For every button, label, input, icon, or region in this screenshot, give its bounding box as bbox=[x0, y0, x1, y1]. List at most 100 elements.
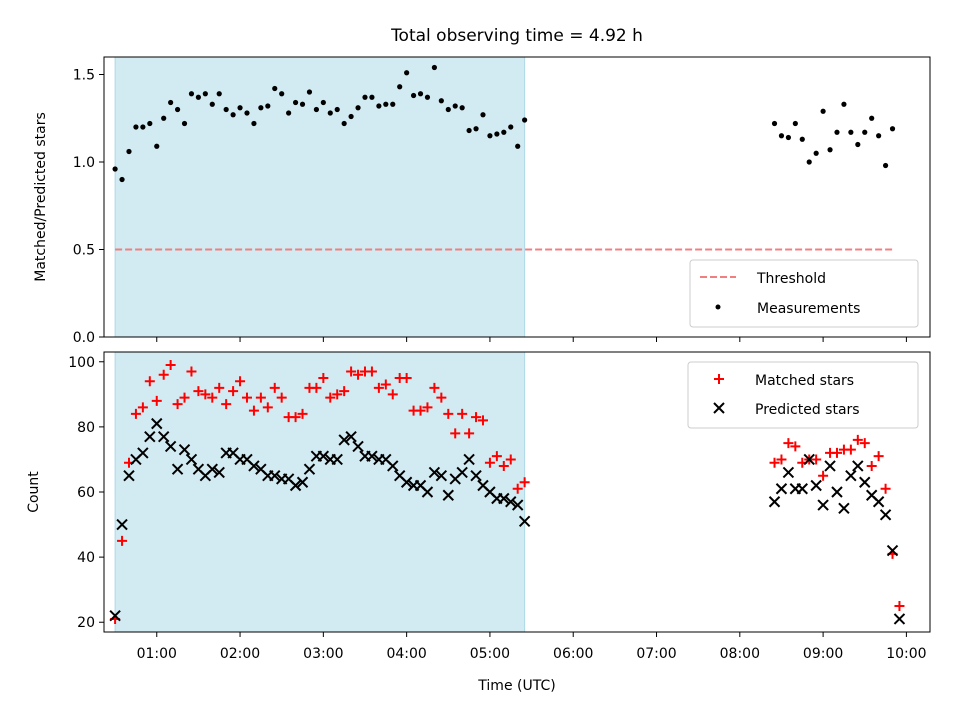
matched-star-point bbox=[776, 454, 787, 465]
measurement-point bbox=[147, 120, 153, 127]
bottom-legend-box bbox=[687, 361, 919, 429]
measurement-point bbox=[126, 148, 132, 155]
bottom-y-tick-label: 80 bbox=[77, 420, 95, 436]
matched-star-point bbox=[894, 600, 905, 611]
measurement-point bbox=[848, 129, 854, 135]
predicted-star-point bbox=[893, 613, 906, 625]
matched-star-point bbox=[165, 360, 176, 371]
predicted-star-point bbox=[872, 496, 885, 508]
predicted-star-point bbox=[352, 440, 364, 453]
measurement-point bbox=[820, 108, 826, 114]
x-tick-label: 10:00 bbox=[886, 646, 926, 662]
measurement-point bbox=[390, 101, 396, 107]
measurement-point bbox=[799, 136, 805, 142]
matched-star-point bbox=[873, 451, 884, 462]
predicted-star-point bbox=[269, 470, 281, 482]
matched-star-point bbox=[769, 457, 780, 468]
x-tick-label: 04:00 bbox=[386, 646, 426, 662]
x-tick-label: 02:00 bbox=[220, 646, 260, 662]
predicted-star-point bbox=[206, 463, 218, 475]
measurement-point bbox=[834, 129, 840, 135]
measurement-point bbox=[140, 124, 146, 130]
measurement-point bbox=[487, 133, 493, 139]
measurement-point bbox=[869, 115, 875, 121]
predicted-star-point bbox=[768, 496, 781, 508]
matched-star-point bbox=[228, 386, 239, 397]
matched-star-point bbox=[387, 389, 398, 400]
predicted-star-point bbox=[775, 483, 788, 495]
matched-star-point bbox=[248, 405, 259, 416]
matched-star-point bbox=[269, 382, 280, 393]
matched-star-point bbox=[429, 382, 440, 393]
measurement-point bbox=[855, 141, 861, 148]
matched-star-point bbox=[207, 392, 218, 403]
measurement-point bbox=[473, 126, 479, 132]
matched-star-point bbox=[151, 395, 162, 406]
top-shaded-span bbox=[114, 56, 526, 338]
predicted-star-point bbox=[435, 470, 448, 482]
predicted-star-point bbox=[213, 466, 225, 479]
predicted-star-point bbox=[421, 486, 434, 498]
matched-star-point bbox=[477, 415, 488, 426]
predicted-star-point bbox=[796, 483, 808, 495]
matched-star-point bbox=[311, 382, 322, 393]
matched-star-point bbox=[880, 483, 891, 494]
matched-star-point bbox=[401, 373, 412, 384]
predicted-star-point bbox=[817, 499, 829, 511]
matched-star-point bbox=[859, 438, 870, 449]
matched-star-point bbox=[818, 470, 829, 481]
measurement-point bbox=[459, 105, 465, 111]
measurement-point bbox=[292, 99, 299, 106]
matched-star-point bbox=[790, 441, 801, 452]
predicted-star-point bbox=[116, 518, 128, 531]
measurement-point bbox=[376, 103, 382, 109]
predicted-star-point bbox=[289, 479, 302, 492]
predicted-star-point bbox=[400, 476, 413, 488]
matched-star-point bbox=[484, 457, 495, 468]
measurement-point bbox=[341, 120, 347, 127]
measurement-point bbox=[286, 110, 292, 116]
measurement-point bbox=[431, 64, 437, 71]
matched-star-point bbox=[200, 389, 211, 400]
bottom-panel: 20 40 60 80 100 01:00 02:00 03:00 04:00 05:00 06:0… bbox=[26, 351, 931, 694]
matched-star-point bbox=[464, 428, 475, 439]
matched-star-point bbox=[255, 392, 266, 403]
measurement-point bbox=[348, 113, 354, 120]
measurement-point bbox=[174, 106, 181, 113]
measurement-point bbox=[383, 101, 389, 107]
predicted-star-point bbox=[428, 466, 441, 479]
x-tick-label: 03:00 bbox=[303, 646, 343, 662]
matched-star-point bbox=[783, 438, 794, 449]
measurement-point bbox=[223, 106, 229, 113]
measurement-point bbox=[188, 91, 195, 97]
matched-star-point bbox=[471, 412, 482, 423]
matched-star-point bbox=[457, 408, 468, 419]
measurement-point bbox=[306, 89, 313, 95]
chart-title: Total observing time = 4.92 h bbox=[390, 26, 643, 46]
measurement-point bbox=[882, 162, 889, 169]
matched-star-point bbox=[262, 402, 273, 413]
predicted-star-point bbox=[456, 466, 468, 479]
top-legend-box bbox=[689, 259, 919, 328]
bottom-y-tick-label: 20 bbox=[77, 615, 95, 631]
measurement-point bbox=[827, 147, 833, 153]
matched-star-point bbox=[443, 408, 454, 419]
matched-star-point bbox=[339, 386, 350, 397]
predicted-star-point bbox=[838, 502, 850, 514]
measurement-point bbox=[466, 127, 472, 134]
predicted-star-point bbox=[123, 470, 135, 482]
predicted-star-point bbox=[511, 499, 524, 511]
matched-star-point bbox=[325, 392, 336, 403]
measurement-point bbox=[369, 94, 375, 100]
predicted-star-point bbox=[803, 453, 815, 466]
matched-star-point bbox=[235, 376, 246, 387]
predicted-star-point bbox=[178, 443, 191, 456]
measurement-point bbox=[161, 115, 167, 121]
measurement-point bbox=[299, 101, 306, 107]
matched-star-point bbox=[498, 460, 509, 471]
bottom-axis-ticks: 20 40 60 80 100 01:00 02:00 03:00 04:00 05:00 06:0… bbox=[68, 355, 926, 662]
matched-star-point bbox=[346, 366, 357, 377]
legend-predicted-label: Predicted stars bbox=[755, 402, 860, 418]
predicted-star-point bbox=[317, 450, 330, 462]
x-tick-label: 08:00 bbox=[720, 646, 760, 662]
